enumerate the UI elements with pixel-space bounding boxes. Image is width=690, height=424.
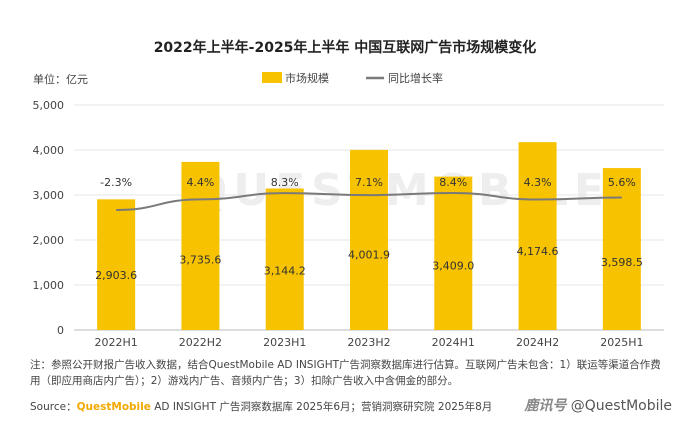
x-tick-label: 2023H1: [263, 336, 306, 349]
growth-value-label: -2.3%: [100, 176, 132, 189]
publisher-name: 鹿讯号: [524, 398, 567, 414]
chart-title: 2022年上半年-2025年上半年 中国互联网广告市场规模变化: [154, 39, 537, 56]
growth-value-label: 8.3%: [271, 176, 299, 189]
bar-value-label: 3,409.0: [432, 260, 474, 273]
bar: [434, 176, 473, 330]
bar: [97, 199, 136, 330]
bar-value-label: 4,001.9: [348, 248, 390, 261]
bar: [350, 149, 388, 330]
x-tick-label: 2022H2: [179, 336, 222, 349]
source-line: Source：QuestMobile AD INSIGHT 广告洞察数据库 20…: [30, 399, 492, 414]
x-tick-label: 2023H2: [347, 336, 390, 349]
growth-value-label: 4.4%: [186, 176, 214, 189]
unit-label: 单位：亿元: [33, 72, 88, 86]
bar-value-label: 3,735.6: [179, 253, 221, 266]
legend-label-line: 同比增长率: [388, 71, 443, 85]
x-tick-label: 2025H1: [600, 336, 643, 349]
bar: [602, 168, 641, 330]
growth-value-label: 8.4%: [439, 176, 467, 189]
source-prefix: Source：: [30, 401, 77, 413]
bar-value-label: 3,598.5: [601, 256, 643, 269]
bar-value-label: 2,903.6: [95, 269, 137, 282]
y-tick-label: 3,000: [33, 189, 65, 202]
credit-handle: @QuestMobile: [566, 398, 672, 414]
growth-value-label: 4.3%: [524, 176, 552, 189]
source-detail: AD INSIGHT 广告洞察数据库 2025年6月；营销洞察研究院 2025年…: [150, 401, 493, 413]
bar-value-label: 4,174.6: [517, 245, 559, 258]
y-tick-label: 4,000: [33, 144, 65, 157]
source-brand: QuestMobile: [76, 401, 151, 413]
bar: [518, 142, 557, 330]
growth-value-label: 5.6%: [608, 176, 636, 189]
y-tick-label: 2,000: [33, 234, 65, 247]
x-tick-label: 2022H1: [95, 336, 138, 349]
growth-line: [116, 191, 622, 211]
x-tick-label: 2024H2: [516, 336, 559, 349]
bar: [265, 188, 304, 330]
bar-value-label: 3,144.2: [264, 265, 306, 278]
y-tick-label: 0: [57, 324, 64, 337]
x-tick-label: 2024H1: [432, 336, 475, 349]
growth-value-label: 7.1%: [355, 176, 383, 189]
footnote: 注：参照公开财报广告收入数据，结合QuestMobile AD INSIGHT广…: [30, 359, 661, 387]
bar: [181, 161, 220, 330]
legend-swatch-bar: [262, 72, 282, 83]
legend-label-bar: 市场规模: [285, 71, 329, 85]
y-tick-label: 1,000: [33, 279, 65, 292]
credit: 鹿讯号 @QuestMobile: [524, 395, 672, 415]
y-tick-label: 5,000: [33, 99, 65, 112]
